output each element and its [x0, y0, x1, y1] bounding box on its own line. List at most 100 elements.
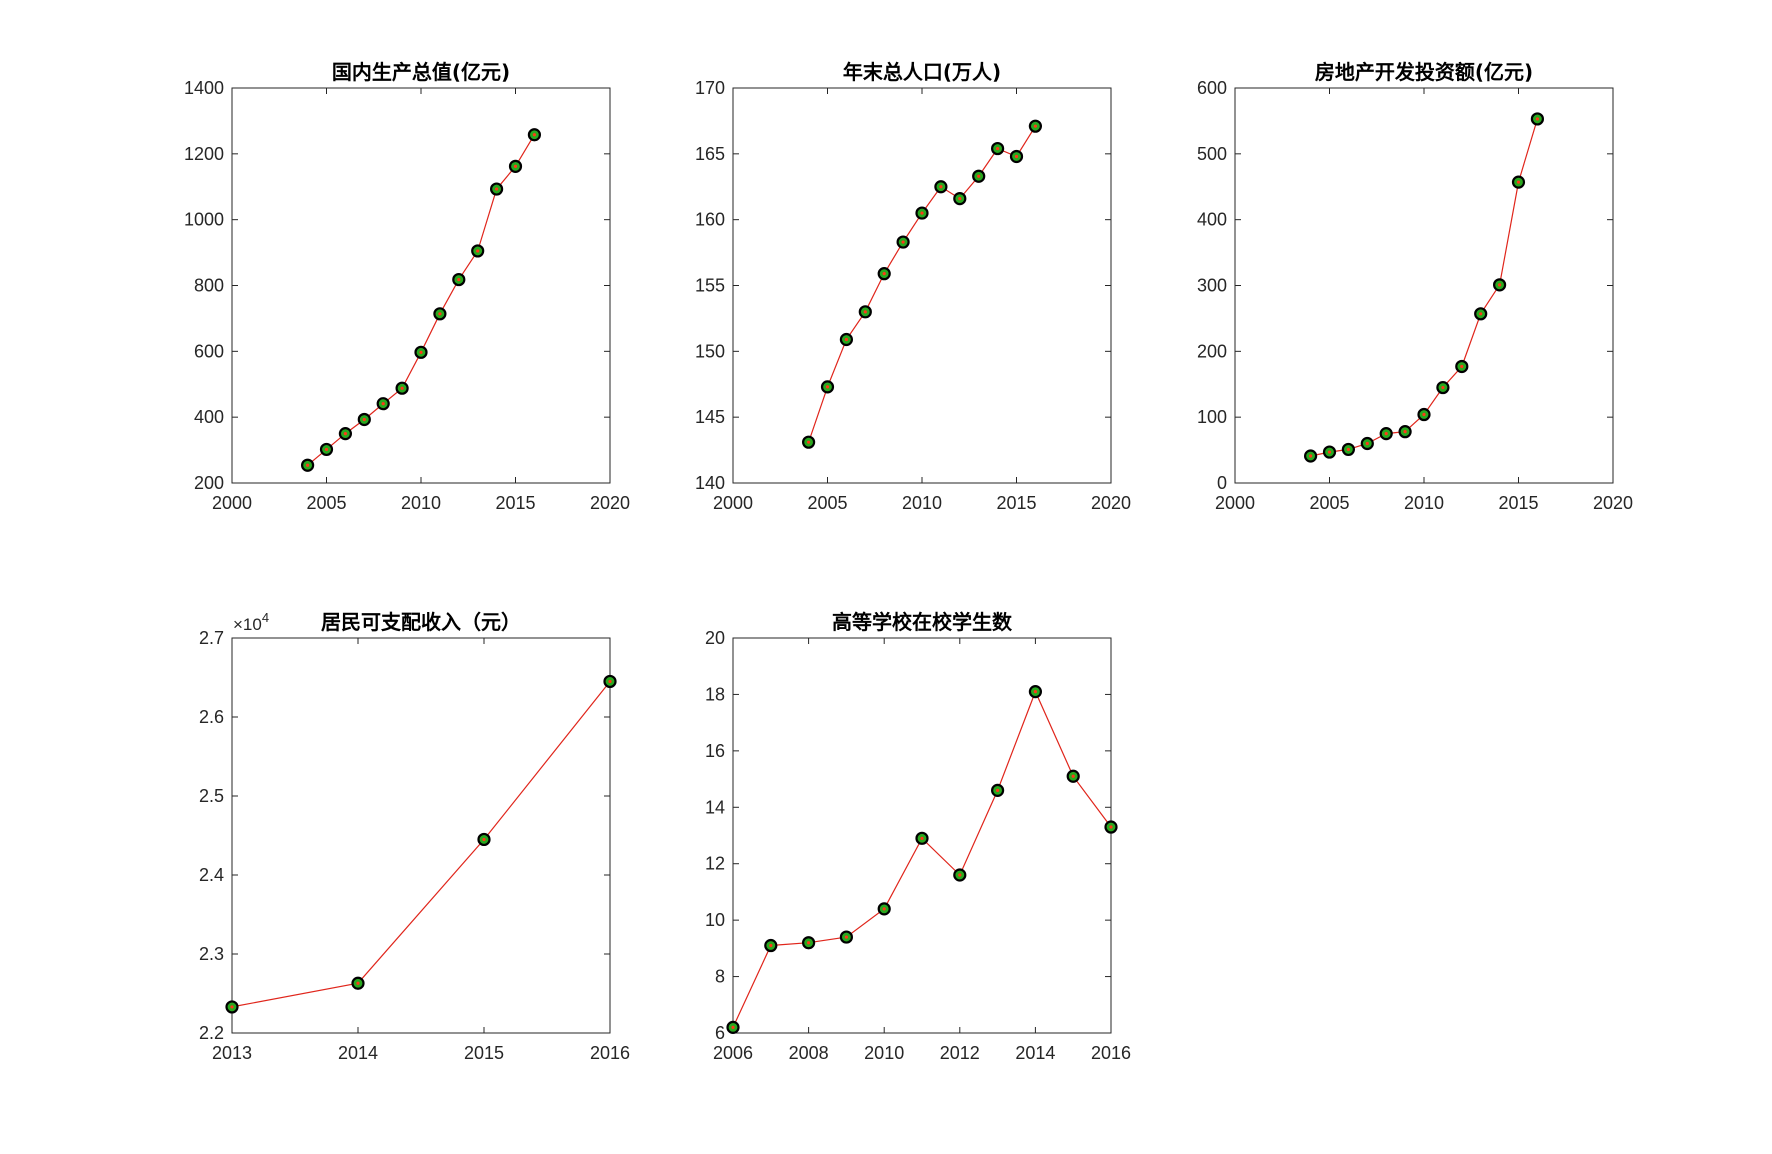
data-point-center	[1346, 447, 1350, 452]
y-tick-label: 18	[705, 684, 725, 704]
x-tick-label: 2010	[401, 493, 441, 513]
y-tick-label: 100	[1197, 407, 1227, 427]
chart-1: 2000 2005 2010 2015 2020 200 400 600 800 1000 1200…	[184, 60, 630, 513]
data-point	[1322, 445, 1337, 459]
x-tick-label: 2015	[1498, 493, 1538, 513]
y-tick-label: 0	[1217, 473, 1227, 493]
data-point-center	[977, 174, 981, 178]
x-tick-label: 2005	[807, 493, 847, 513]
data-point-center	[230, 1005, 234, 1009]
x-tick-label: 2014	[338, 1043, 378, 1063]
y-tick-label: 500	[1197, 144, 1227, 164]
axes-box	[732, 87, 1112, 484]
data-point-center	[1365, 441, 1369, 446]
data-point	[1028, 119, 1043, 133]
x-tick-label: 2005	[1309, 493, 1349, 513]
data-point-center	[920, 836, 924, 840]
data-point-center	[476, 249, 480, 253]
chart-4: 2013 2014 2015 2016 2.2 2.3 2.4 2.5 2.6 2.7 ×104 居民…	[199, 610, 630, 1063]
data-point	[1436, 380, 1450, 395]
data-point-center	[958, 197, 962, 201]
x-tick-label: 2015	[464, 1043, 504, 1063]
data-point	[490, 182, 504, 196]
data-point	[376, 397, 390, 411]
data-point-center	[1384, 432, 1388, 436]
data-point	[764, 938, 778, 953]
y-tick-label: 2.5	[199, 786, 224, 806]
chart-title: 国内生产总值(亿元)	[332, 60, 510, 84]
data-point	[1398, 425, 1412, 439]
data-point-center	[920, 211, 924, 215]
data-point	[934, 180, 948, 194]
y-tick-label: 400	[194, 407, 224, 427]
data-point-center	[306, 463, 310, 467]
data-point-center	[419, 350, 423, 354]
data-point-center	[324, 447, 329, 452]
axes-box	[1234, 87, 1614, 484]
data-point-center	[1535, 117, 1539, 121]
x-tick-label: 2020	[1593, 493, 1633, 513]
x-tick-label: 2014	[1015, 1043, 1055, 1063]
data-point-center	[532, 133, 537, 137]
data-point-center	[996, 146, 1000, 151]
x-tick-label: 2010	[1404, 493, 1444, 513]
x-tick-label: 2015	[996, 493, 1036, 513]
data-point	[820, 380, 835, 394]
y-tick-label: 150	[695, 341, 725, 361]
y-tick-label: 160	[695, 210, 725, 230]
x-tick-label: 2000	[212, 493, 252, 513]
data-point	[351, 976, 365, 990]
data-point	[915, 206, 929, 220]
data-point-center	[958, 873, 962, 877]
data-point-center	[362, 417, 366, 422]
data-point	[225, 1000, 239, 1014]
series-line	[808, 125, 1036, 443]
data-point	[477, 832, 491, 847]
y-tick-label: 1400	[184, 78, 224, 98]
data-point	[1009, 149, 1024, 164]
data-point-center	[769, 943, 773, 948]
y-tick-label: 200	[194, 473, 224, 493]
y-tick-label: 200	[1197, 341, 1227, 361]
chart-title: 房地产开发投资额(亿元)	[1315, 60, 1533, 84]
x-tick-label: 2016	[1091, 1043, 1131, 1063]
data-point-center	[1422, 412, 1426, 417]
data-point	[414, 345, 428, 359]
y-tick-label: 8	[715, 967, 725, 987]
y-tick-label: 600	[1197, 78, 1227, 98]
x-tick-label: 2006	[713, 1043, 753, 1063]
data-point-center	[844, 337, 849, 342]
data-point	[338, 427, 352, 441]
data-point	[915, 831, 929, 845]
x-tick-label: 2010	[864, 1043, 904, 1063]
data-point	[972, 169, 986, 183]
data-point	[953, 192, 967, 206]
data-point-center	[400, 386, 404, 390]
series-line	[231, 681, 611, 1008]
data-point	[1530, 112, 1545, 126]
data-point-center	[1498, 283, 1502, 287]
x-tick-label: 2020	[1091, 493, 1131, 513]
data-point	[1028, 685, 1043, 699]
data-point	[726, 1020, 740, 1034]
data-point-center	[1441, 385, 1445, 390]
data-point	[1492, 278, 1507, 292]
data-point-center	[1403, 430, 1407, 434]
data-point-center	[1014, 154, 1019, 159]
data-point	[527, 128, 542, 142]
y-tick-label: 2.3	[199, 944, 224, 964]
y-tick-label: 10	[705, 910, 725, 930]
data-point	[839, 930, 854, 944]
data-point	[433, 307, 447, 321]
data-point-center	[438, 312, 442, 316]
data-point	[953, 868, 967, 882]
x-tick-label: 2020	[590, 493, 630, 513]
data-point-center	[1033, 124, 1037, 128]
data-point	[395, 381, 409, 395]
data-point	[1341, 442, 1356, 457]
data-point-center	[482, 837, 486, 842]
data-point	[1104, 820, 1118, 834]
chart-title: 高等学校在校学生数	[832, 610, 1013, 634]
x-tick-label: 2013	[212, 1043, 252, 1063]
